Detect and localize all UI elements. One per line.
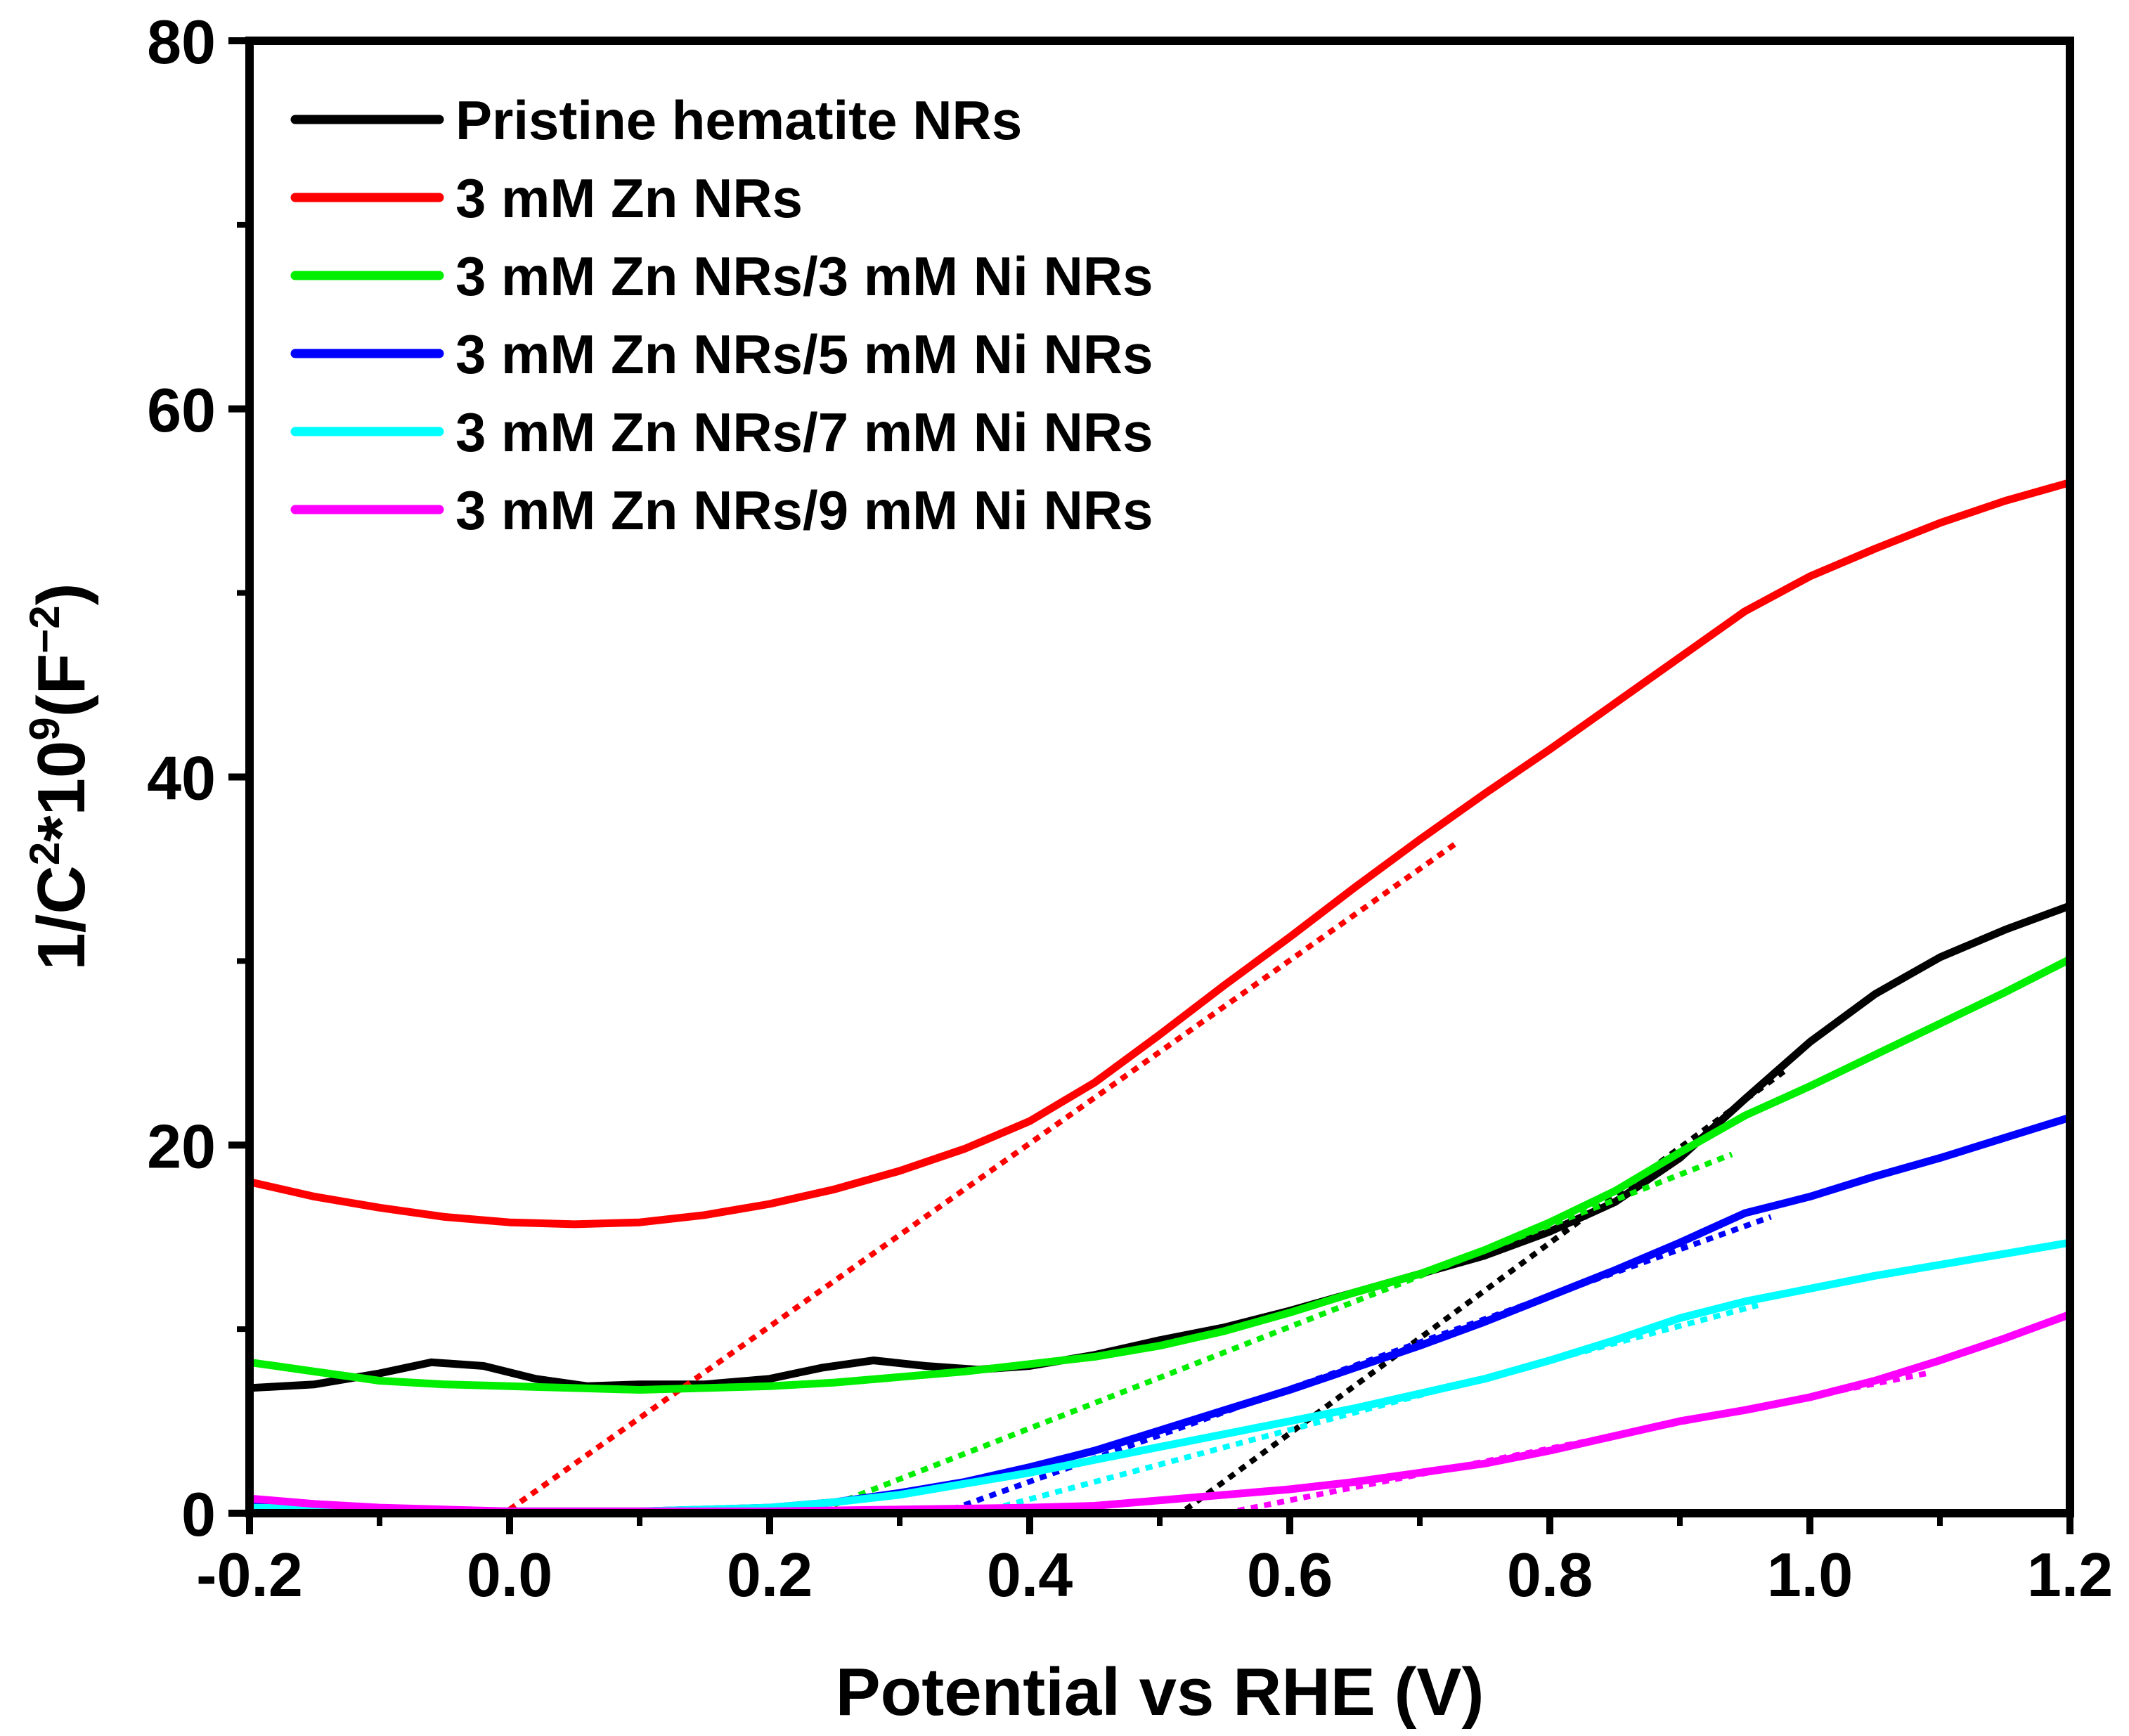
y-axis-title-unit-close: ) bbox=[24, 583, 99, 605]
y-axis-title-sup3: −2 bbox=[21, 605, 68, 653]
x-axis: -0.2 0.0 0.2 0.4 0.6 0.8 1.0 1.2 bbox=[196, 1513, 2113, 1609]
x-axis-title: Potential vs RHE (V) bbox=[836, 1654, 1484, 1730]
x-tick-label: 0.0 bbox=[467, 1540, 552, 1609]
x-tick-label: 0.2 bbox=[727, 1540, 813, 1609]
series-4-linear-fit bbox=[950, 1214, 1772, 1512]
legend-label: 3 mM Zn NRs/9 mM Ni NRs bbox=[455, 479, 1153, 541]
series-2-curve bbox=[245, 479, 2074, 1229]
y-tick-label: 60 bbox=[147, 375, 216, 445]
legend: Pristine hematite NRs 3 mM Zn NRs 3 mM Zn … bbox=[290, 89, 1153, 541]
y-axis-title: 1/C2*109(F−2) bbox=[21, 583, 99, 970]
legend-label: Pristine hematite NRs bbox=[455, 89, 1022, 151]
y-tick-label: 80 bbox=[147, 7, 216, 77]
legend-label: 3 mM Zn NRs/5 mM Ni NRs bbox=[455, 323, 1153, 385]
x-tick-label: 1.2 bbox=[2027, 1540, 2113, 1609]
x-tick-label: -0.2 bbox=[196, 1540, 303, 1609]
y-axis-title-unit-open: (F bbox=[24, 654, 99, 718]
x-tick-label: 0.6 bbox=[1247, 1540, 1333, 1609]
y-axis: 0 20 40 60 80 bbox=[147, 7, 250, 1549]
legend-label: 3 mM Zn NRs/7 mM Ni NRs bbox=[455, 401, 1153, 463]
y-tick-label: 40 bbox=[147, 744, 216, 813]
legend-item: 3 mM Zn NRs/3 mM Ni NRs bbox=[290, 245, 1153, 307]
y-axis-title-base: 1/C bbox=[24, 865, 99, 970]
x-tick-label: 0.4 bbox=[987, 1540, 1073, 1609]
y-tick-label: 20 bbox=[147, 1111, 216, 1181]
plot-area bbox=[245, 479, 2074, 1516]
legend-label: 3 mM Zn NRs/3 mM Ni NRs bbox=[455, 245, 1153, 307]
y-tick-label: 0 bbox=[181, 1479, 216, 1549]
x-tick-label: 1.0 bbox=[1767, 1540, 1853, 1609]
x-tick-label: 0.8 bbox=[1507, 1540, 1593, 1609]
y-axis-title-sup1: 2 bbox=[21, 842, 68, 865]
legend-item: 3 mM Zn NRs/7 mM Ni NRs bbox=[290, 401, 1153, 463]
series-1-linear-fit bbox=[1184, 1069, 1786, 1512]
series-3-linear-fit bbox=[820, 1151, 1733, 1512]
legend-item: Pristine hematite NRs bbox=[290, 89, 1022, 151]
legend-item: 3 mM Zn NRs/9 mM Ni NRs bbox=[290, 479, 1153, 541]
series-3-curve bbox=[245, 955, 2074, 1394]
legend-item: 3 mM Zn NRs/5 mM Ni NRs bbox=[290, 323, 1153, 385]
legend-item: 3 mM Zn NRs bbox=[290, 167, 803, 229]
y-axis-title-sup2: 9 bbox=[21, 717, 68, 740]
legend-label: 3 mM Zn NRs bbox=[455, 167, 803, 229]
series-2-linear-fit bbox=[507, 838, 1461, 1512]
y-axis-title-mid: *10 bbox=[24, 741, 99, 842]
